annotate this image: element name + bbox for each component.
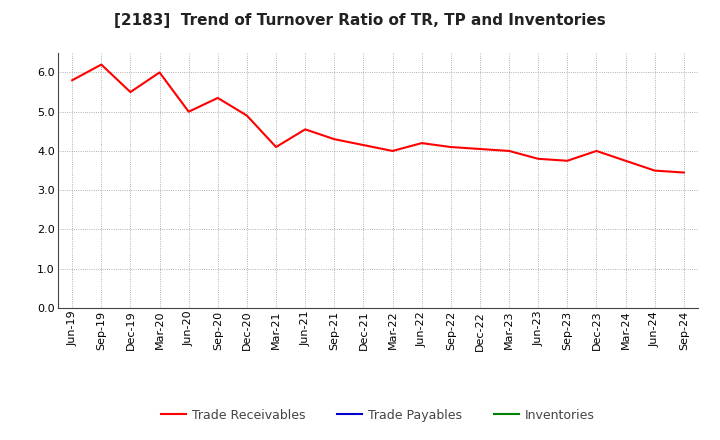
Trade Receivables	[418, 140, 426, 146]
Trade Receivables	[156, 70, 164, 75]
Trade Receivables	[271, 144, 280, 150]
Trade Receivables	[301, 127, 310, 132]
Trade Receivables	[213, 95, 222, 101]
Trade Receivables	[243, 113, 251, 118]
Text: [2183]  Trend of Turnover Ratio of TR, TP and Inventories: [2183] Trend of Turnover Ratio of TR, TP…	[114, 13, 606, 28]
Trade Receivables	[563, 158, 572, 163]
Trade Receivables	[68, 77, 76, 83]
Trade Receivables	[330, 136, 338, 142]
Line: Trade Receivables: Trade Receivables	[72, 65, 684, 172]
Trade Receivables	[505, 148, 513, 154]
Trade Receivables	[534, 156, 543, 161]
Trade Receivables	[680, 170, 688, 175]
Legend: Trade Receivables, Trade Payables, Inventories: Trade Receivables, Trade Payables, Inven…	[156, 403, 600, 426]
Trade Receivables	[126, 89, 135, 95]
Trade Receivables	[184, 109, 193, 114]
Trade Receivables	[388, 148, 397, 154]
Trade Receivables	[446, 144, 455, 150]
Trade Receivables	[592, 148, 600, 154]
Trade Receivables	[621, 158, 630, 163]
Trade Receivables	[476, 147, 485, 152]
Trade Receivables	[97, 62, 106, 67]
Trade Receivables	[359, 143, 368, 148]
Trade Receivables	[650, 168, 659, 173]
